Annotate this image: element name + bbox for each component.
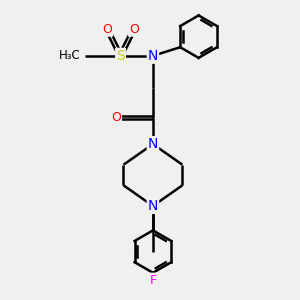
Text: H₃C: H₃C <box>59 49 81 62</box>
Text: N: N <box>148 137 158 151</box>
Text: F: F <box>149 274 157 286</box>
Text: S: S <box>116 49 125 63</box>
Text: N: N <box>148 199 158 213</box>
Text: O: O <box>111 111 121 124</box>
Text: N: N <box>148 49 158 63</box>
Text: O: O <box>102 23 112 36</box>
Text: O: O <box>129 23 139 36</box>
